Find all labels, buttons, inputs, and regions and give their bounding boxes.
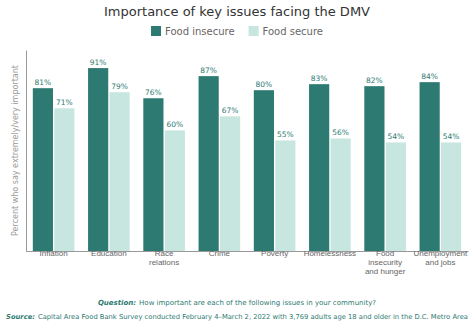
- data-label: 60%: [167, 120, 184, 129]
- x-tick-label-line: and hunger: [365, 267, 406, 276]
- x-tick-label: Crime: [209, 249, 231, 258]
- data-label: 83%: [311, 74, 328, 83]
- data-label: 67%: [222, 106, 239, 115]
- x-tick-label: Unemploymentand jobs: [413, 249, 468, 267]
- data-label: 56%: [332, 128, 349, 137]
- x-tick-label: Foodinsecurityand hunger: [365, 249, 406, 276]
- x-tick: Inflation: [40, 249, 68, 258]
- x-tick-label: Poverty: [261, 249, 288, 258]
- bar: [54, 108, 74, 251]
- bar: [110, 92, 130, 251]
- bar: [331, 138, 351, 251]
- bar: [165, 130, 185, 251]
- data-label: 55%: [277, 130, 294, 139]
- footer-note-label: Question:: [98, 299, 136, 307]
- data-labels: 81% 91% 76% 87% 80% 83% 82% 84% 71% 79% 60% 67% 55% 5…: [35, 58, 460, 141]
- x-tick-label: Education: [91, 249, 127, 258]
- legend-label: Food secure: [263, 26, 323, 37]
- legend-item: Food secure: [249, 26, 323, 37]
- title: Importance of key issues facing the DMV: [104, 4, 370, 19]
- bar: [386, 142, 406, 251]
- footer-note-label: Source:: [6, 313, 35, 321]
- bars: [33, 68, 461, 251]
- bar: [364, 86, 384, 251]
- x-tick-label-line: Race: [155, 249, 174, 258]
- x-tick: Foodinsecurityand hunger: [365, 249, 406, 276]
- bar: [88, 68, 108, 251]
- footer-note-text: Capital Area Food Bank Survey conducted …: [38, 313, 468, 321]
- bar: [275, 140, 295, 251]
- x-tick-label-line: insecurity: [368, 258, 402, 267]
- bar: [143, 98, 163, 251]
- data-label: 87%: [200, 66, 217, 75]
- x-tick: Education: [91, 249, 127, 258]
- x-tick: Racerelations: [149, 249, 179, 267]
- x-tick-label-line: and jobs: [425, 258, 455, 267]
- legend-label: Food insecure: [165, 26, 235, 37]
- x-tick-label-line: Inflation: [40, 249, 68, 258]
- x-tick-label-line: Education: [91, 249, 127, 258]
- x-tick: Unemploymentand jobs: [413, 249, 468, 267]
- x-tick-label-line: Food: [376, 249, 394, 258]
- bar: [420, 82, 440, 251]
- data-label: 91%: [90, 58, 107, 67]
- footer: Question:How important are each of the f…: [6, 299, 468, 321]
- y-axis-title: Percent who say extremely/very important: [11, 65, 20, 236]
- x-tick-label-line: Crime: [209, 249, 231, 258]
- bar: [309, 84, 329, 251]
- data-label: 79%: [111, 82, 128, 91]
- x-tick: Poverty: [261, 249, 288, 258]
- footer-note: Source:Capital Area Food Bank Survey con…: [6, 313, 468, 321]
- data-label: 84%: [421, 72, 438, 81]
- data-label: 71%: [56, 98, 73, 107]
- data-label: 54%: [388, 132, 405, 141]
- y-axis-line: [26, 51, 27, 252]
- bar: [254, 90, 274, 251]
- bar: [441, 142, 461, 251]
- data-label: 80%: [256, 80, 273, 89]
- y-axis: [26, 51, 27, 252]
- legend-swatch: [151, 26, 161, 36]
- x-tick-label: Inflation: [40, 249, 68, 258]
- x-tick-label-line: Unemployment: [413, 249, 468, 258]
- data-label: 76%: [145, 88, 162, 97]
- footer-note: Question:How important are each of the f…: [98, 299, 376, 307]
- x-axis: Inflation Education Racerelations Crime Pove…: [27, 249, 469, 276]
- x-tick: Homelessness: [304, 249, 356, 258]
- bar: [220, 116, 240, 251]
- x-tick-label-line: Homelessness: [304, 249, 356, 258]
- legend: Food insecure Food secure: [151, 26, 323, 37]
- x-tick-label-line: Poverty: [261, 249, 288, 258]
- bar: [33, 88, 53, 251]
- x-tick-label-line: relations: [149, 258, 179, 267]
- data-label: 82%: [366, 76, 383, 85]
- x-tick: Crime: [209, 249, 231, 258]
- x-tick-label: Homelessness: [304, 249, 356, 258]
- footer-note-text: How important are each of the following …: [139, 299, 376, 307]
- data-label: 54%: [443, 132, 460, 141]
- bar: [199, 76, 219, 251]
- data-label: 81%: [35, 78, 52, 87]
- x-tick-label: Racerelations: [149, 249, 179, 267]
- legend-item: Food insecure: [151, 26, 235, 37]
- legend-swatch: [249, 26, 259, 36]
